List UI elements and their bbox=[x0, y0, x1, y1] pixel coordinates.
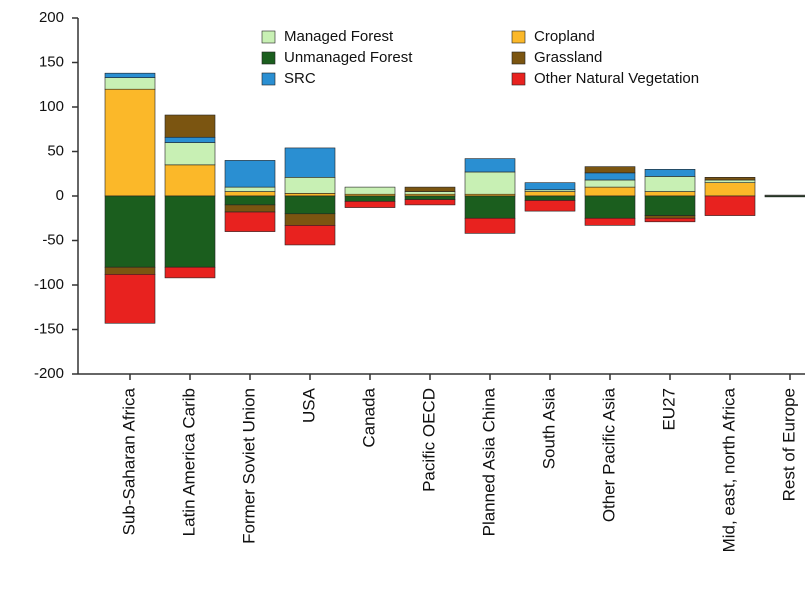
bar-segment bbox=[344, 186, 396, 195]
y-tick-label: 0 bbox=[56, 187, 64, 204]
y-tick-label: 50 bbox=[47, 142, 64, 159]
y-tick-label: -50 bbox=[42, 231, 64, 248]
bar-segment bbox=[164, 195, 216, 268]
bar-segment bbox=[164, 136, 216, 143]
x-tick-label: Other Pacific Asia bbox=[599, 387, 618, 522]
bar-segment bbox=[584, 166, 636, 174]
bar-segment bbox=[704, 182, 756, 197]
y-tick-label: 150 bbox=[39, 53, 64, 70]
bar-segment bbox=[404, 195, 456, 200]
bar-segment bbox=[284, 147, 336, 178]
bar-segment bbox=[284, 193, 336, 197]
x-tick-label: Planned Asia China bbox=[479, 387, 498, 536]
y-tick-label: -100 bbox=[34, 276, 64, 293]
x-tick-label: Former Soviet Union bbox=[239, 388, 258, 544]
bar-segment bbox=[524, 195, 576, 201]
x-tick-label: Mid, east, north Africa bbox=[719, 387, 738, 552]
bar-segment bbox=[644, 215, 696, 219]
x-tick-label: USA bbox=[299, 387, 318, 423]
bar-segment bbox=[164, 266, 216, 279]
x-tick-label: Sub-Saharan Africa bbox=[119, 387, 138, 535]
y-tick-label: 100 bbox=[39, 98, 64, 115]
legend-label: Unmanaged Forest bbox=[284, 49, 413, 66]
legend-swatch bbox=[261, 51, 276, 65]
bar-segment bbox=[104, 88, 156, 197]
bar-segment bbox=[224, 191, 276, 197]
bar-segment bbox=[644, 191, 696, 197]
bar-segment bbox=[104, 266, 156, 275]
y-tick-label: -200 bbox=[34, 365, 64, 382]
bar-segment bbox=[524, 200, 576, 212]
legend-swatch bbox=[511, 72, 526, 86]
y-tick-label: -150 bbox=[34, 320, 64, 337]
bar-segment bbox=[584, 179, 636, 188]
legend-label: Cropland bbox=[534, 28, 595, 45]
x-tick-label: EU27 bbox=[659, 388, 678, 431]
bar-segment bbox=[584, 172, 636, 181]
bar-segment bbox=[644, 217, 696, 223]
bar-segment bbox=[344, 201, 396, 208]
bar-segment bbox=[344, 195, 396, 202]
bar-segment bbox=[104, 77, 156, 90]
legend-label: SRC bbox=[284, 70, 316, 87]
x-tick-label: Canada bbox=[359, 387, 378, 447]
bar-segment bbox=[284, 177, 336, 194]
bar-segment bbox=[584, 217, 636, 226]
bar-segment bbox=[464, 171, 516, 195]
bar-segment bbox=[464, 158, 516, 173]
bar-segment bbox=[584, 186, 636, 197]
bar-segment bbox=[164, 142, 216, 166]
bar-segment bbox=[764, 195, 805, 198]
legend-swatch bbox=[261, 72, 276, 86]
bar-segment bbox=[584, 195, 636, 219]
legend-swatch bbox=[261, 30, 276, 44]
bar-segment bbox=[104, 274, 156, 324]
bar-segment bbox=[464, 195, 516, 219]
bar-segment bbox=[164, 164, 216, 197]
bar-segment bbox=[464, 217, 516, 234]
y-tick-label: 200 bbox=[39, 9, 64, 26]
bar-segment bbox=[644, 195, 696, 216]
bar-segment bbox=[704, 177, 756, 181]
legend-label: Other Natural Vegetation bbox=[534, 70, 699, 87]
bar-segment bbox=[524, 191, 576, 197]
bar-segment bbox=[404, 186, 456, 192]
bar-segment bbox=[104, 72, 156, 78]
bar-segment bbox=[224, 195, 276, 206]
bar-segment bbox=[704, 179, 756, 183]
bar-segment bbox=[644, 169, 696, 177]
bar-segment bbox=[644, 176, 696, 192]
x-tick-label: Pacific OECD bbox=[419, 388, 438, 492]
bar-segment bbox=[224, 160, 276, 188]
bar-segment bbox=[284, 225, 336, 246]
x-tick-label: Rest of Europe bbox=[779, 388, 798, 501]
bar-segment bbox=[404, 199, 456, 206]
bar-segment bbox=[284, 195, 336, 215]
legend-label: Managed Forest bbox=[284, 28, 394, 45]
bar-segment bbox=[404, 191, 456, 195]
bar-segment bbox=[224, 186, 276, 192]
legend-swatch bbox=[511, 30, 526, 44]
bar-segment bbox=[164, 114, 216, 138]
bar-segment bbox=[704, 195, 756, 216]
x-tick-label: Latin America Carib bbox=[179, 388, 198, 536]
legend-swatch bbox=[511, 51, 526, 65]
bar-segment bbox=[224, 204, 276, 213]
bar-segment bbox=[524, 182, 576, 191]
bar-segment bbox=[224, 211, 276, 232]
x-tick-label: South Asia bbox=[539, 387, 558, 469]
bar-segment bbox=[284, 213, 336, 226]
bar-segment bbox=[104, 195, 156, 268]
legend-label: Grassland bbox=[534, 49, 602, 66]
